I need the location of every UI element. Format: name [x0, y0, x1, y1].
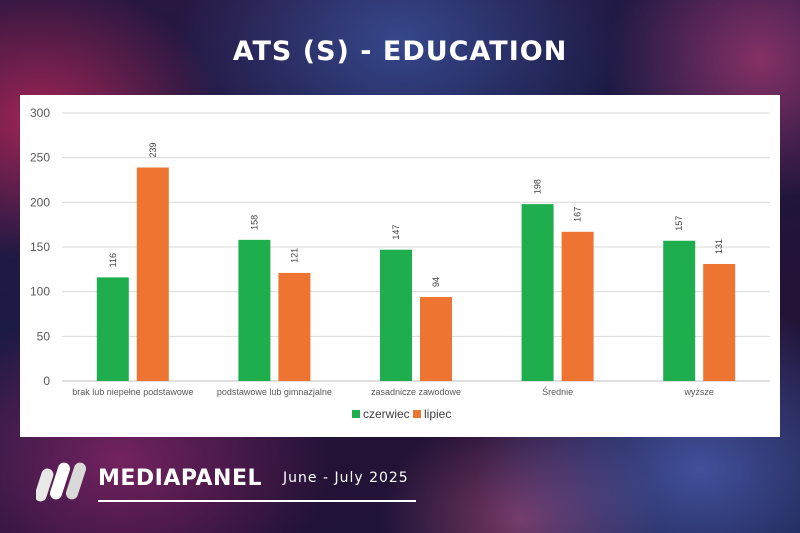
bar-czerwiec	[521, 204, 554, 381]
data-label: 167	[573, 207, 583, 222]
data-label: 198	[533, 179, 543, 194]
bar-lipiec	[561, 231, 594, 381]
legend-label: czerwiec	[363, 407, 410, 421]
x-category-label: podstawowe lub gimnazjalne	[217, 387, 332, 397]
x-axis-categories: brak lub niepełne podstawowe podstawowe l…	[72, 386, 714, 397]
x-category-label: Średnie	[542, 386, 573, 397]
data-label: 116	[108, 253, 118, 267]
y-tick-label: 150	[30, 240, 50, 254]
legend: czerwiec lipiec	[352, 407, 451, 421]
data-label: 239	[148, 142, 158, 157]
y-axis-ticks: 0 50 100 150 200 250 300	[30, 106, 50, 388]
data-label: 121	[289, 248, 299, 263]
data-label: 94	[431, 277, 441, 287]
brand-divider	[98, 500, 416, 502]
x-category-label: brak lub niepełne podstawowe	[72, 387, 193, 397]
brand-name: MEDIAPANEL	[98, 466, 262, 491]
bar-lipiec	[136, 167, 169, 381]
bar-czerwiec	[96, 277, 129, 381]
y-tick-label: 200	[30, 195, 50, 209]
y-tick-label: 50	[37, 329, 51, 343]
gridlines	[62, 112, 770, 382]
legend-label: lipiec	[424, 407, 451, 421]
bar-lipiec	[420, 297, 452, 381]
y-tick-label: 250	[30, 151, 50, 165]
bars	[96, 167, 736, 381]
mediapanel-logo-icon	[36, 462, 87, 502]
data-label: 158	[249, 215, 259, 230]
legend-swatch	[352, 410, 360, 418]
data-label: 147	[391, 225, 401, 240]
y-tick-label: 100	[30, 285, 50, 299]
bar-czerwiec	[238, 239, 271, 381]
brand-footer: MEDIAPANEL June - July 2025	[36, 456, 416, 506]
legend-swatch	[413, 410, 421, 418]
y-tick-label: 300	[30, 106, 50, 120]
brand-period: June - July 2025	[283, 470, 409, 486]
chart-panel: 0 50 100 150 200 250 300 116 239 158 121 147 94 198 1…	[20, 95, 780, 437]
bar-lipiec	[278, 272, 311, 381]
bar-lipiec	[703, 263, 736, 381]
y-tick-label: 0	[43, 374, 50, 388]
bar-czerwiec	[380, 249, 412, 381]
bar-czerwiec	[663, 240, 696, 381]
data-labels: 116 239 158 121 147 94 198 167 157 131	[108, 142, 724, 287]
data-label: 157	[674, 216, 684, 231]
data-label: 131	[714, 239, 724, 254]
chart-title: ATS (S) - EDUCATION	[232, 36, 568, 67]
x-category-label: wyższe	[683, 387, 714, 397]
x-category-label: zasadnicze zawodowe	[371, 387, 461, 397]
